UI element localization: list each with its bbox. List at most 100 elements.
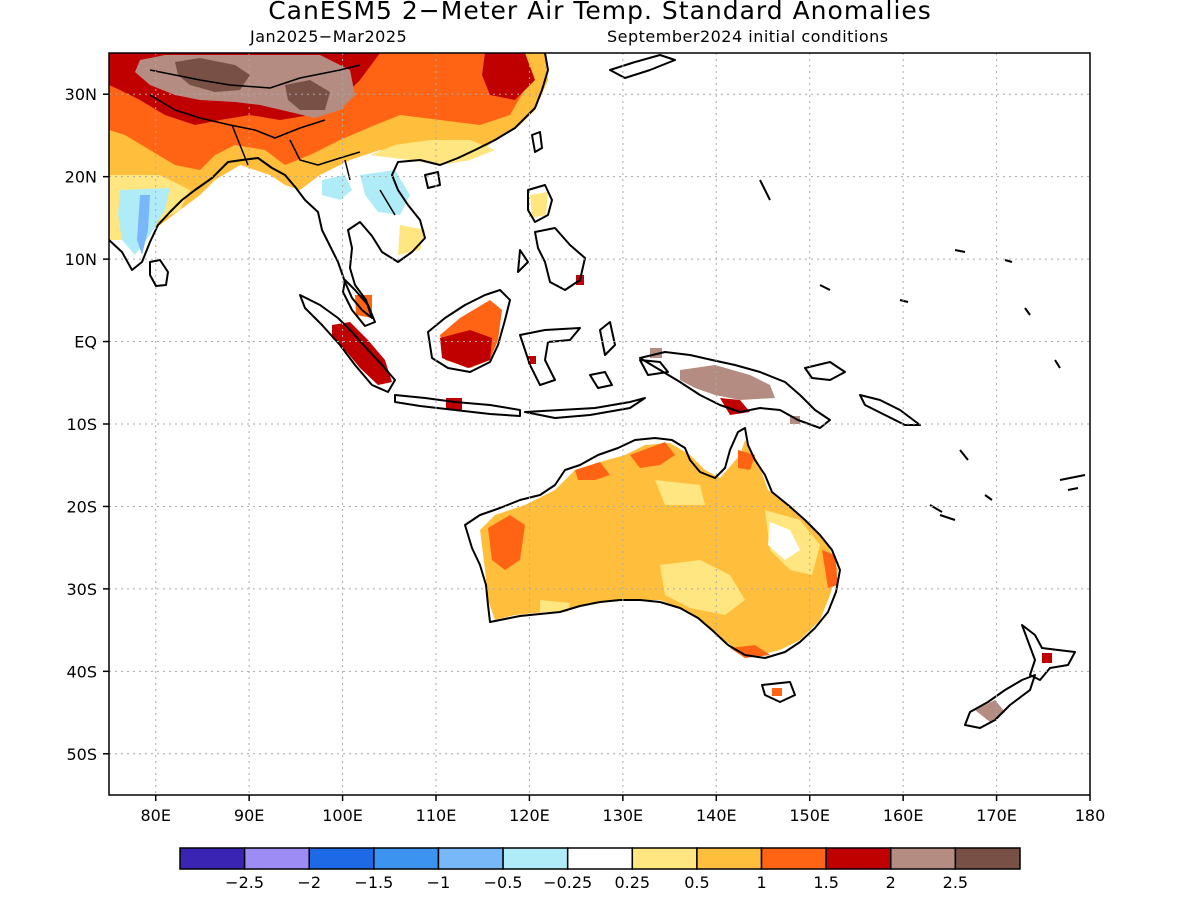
coast-hainan bbox=[424, 171, 441, 189]
lon-tick-label: 80E bbox=[140, 806, 170, 825]
coast-japan bbox=[609, 54, 676, 79]
coastlines bbox=[109, 53, 1086, 729]
coast-australia bbox=[464, 427, 841, 659]
nz-south-2-5 bbox=[975, 700, 1005, 722]
indochina-cool-2 bbox=[360, 170, 410, 215]
indochina-cool-1 bbox=[322, 175, 352, 200]
gridlines bbox=[109, 53, 1090, 795]
india-cool-2 bbox=[137, 195, 150, 255]
lon-tick-label: 110E bbox=[416, 806, 457, 825]
colorbar-swatch bbox=[760, 847, 827, 870]
colorbar-label: −0.5 bbox=[484, 873, 523, 892]
coast-taiwan bbox=[531, 131, 543, 153]
sumatra-hot bbox=[332, 322, 392, 385]
australia-east-1-5 bbox=[822, 550, 838, 588]
lat-tick-label: 40S bbox=[66, 662, 97, 681]
colorbar-swatch bbox=[696, 847, 763, 870]
coast-sulawesi bbox=[519, 327, 581, 386]
malaya-warm bbox=[355, 295, 372, 318]
coast-borneo bbox=[427, 289, 511, 373]
lat-tick-label: 50S bbox=[66, 745, 97, 764]
colorbar-label: −1.5 bbox=[354, 873, 393, 892]
lon-tick-label: 100E bbox=[322, 806, 363, 825]
australia-0-5-a bbox=[660, 560, 745, 615]
colorbar-label: −2 bbox=[297, 873, 321, 892]
indochina-warm bbox=[398, 225, 425, 255]
colorbar-swatch bbox=[437, 847, 504, 870]
tasmania-warm bbox=[772, 688, 782, 696]
lon-tick-label: 180 bbox=[1075, 806, 1106, 825]
new-guinea-2-5 bbox=[680, 365, 775, 400]
chart-title: CanESM5 2−Meter Air Temp. Standard Anoma… bbox=[268, 0, 932, 25]
colorbar-swatch bbox=[373, 847, 440, 870]
colorbar-swatch bbox=[566, 847, 634, 870]
lon-tick-label: 90E bbox=[234, 806, 264, 825]
lat-tick-label: 30S bbox=[66, 580, 97, 599]
coast-java bbox=[394, 394, 521, 417]
coast-malaya bbox=[342, 279, 376, 327]
new-guinea-east bbox=[790, 416, 800, 424]
new-guinea-west bbox=[650, 348, 662, 358]
australia-0-5-d bbox=[540, 600, 570, 612]
coast-pacific-isles bbox=[759, 179, 1086, 521]
australia-base bbox=[480, 440, 838, 655]
lon-tick-label: 160E bbox=[883, 806, 924, 825]
tibet-2-5-b bbox=[175, 58, 330, 110]
coast-bismarck bbox=[804, 361, 921, 426]
colorbar-swatch bbox=[631, 847, 698, 870]
lat-tick-label: 10N bbox=[65, 250, 97, 269]
coast-nz-south bbox=[964, 674, 1036, 729]
colorbar-swatch bbox=[308, 847, 375, 870]
philippines-warm bbox=[530, 192, 548, 218]
colorbar-swatch bbox=[179, 847, 246, 870]
lat-tick-label: 20N bbox=[65, 168, 97, 187]
lon-tick-label: 150E bbox=[789, 806, 830, 825]
colorbar-swatch bbox=[243, 847, 310, 870]
lat-tick-label: 10S bbox=[66, 415, 97, 434]
australia-north-1-5 bbox=[575, 442, 755, 480]
coast-maluku bbox=[589, 321, 669, 389]
colorbar-label: 0.5 bbox=[684, 873, 709, 892]
colorbar-swatch bbox=[890, 847, 957, 870]
australia-south-1-5 bbox=[730, 645, 770, 658]
lon-tick-label: 170E bbox=[976, 806, 1017, 825]
coast-philippines bbox=[517, 184, 586, 291]
coast-tasmania bbox=[761, 681, 796, 703]
initial-conditions: September2024 initial conditions bbox=[607, 27, 889, 46]
axes: 30N 20N 10N EQ 10S 20S 30S 40S 50S 80E 90E 100E 110E… bbox=[65, 85, 1106, 825]
colorbar-label: 0.25 bbox=[614, 873, 650, 892]
colorbar-label: −0.25 bbox=[543, 873, 592, 892]
coast-nz-north bbox=[1021, 624, 1076, 681]
colorbar-label: 1 bbox=[756, 873, 766, 892]
colorbar: −2.5 −2 −1.5 −1 −0.5 −0.25 0.25 0.5 1 1.5 2 2.5 bbox=[179, 847, 1021, 892]
australia-west-1-5 bbox=[488, 515, 525, 570]
borneo-hot bbox=[440, 330, 492, 368]
coast-sunda bbox=[524, 397, 646, 419]
anomaly-shading bbox=[109, 53, 1052, 722]
lat-tick-label: 30N bbox=[65, 85, 97, 104]
java-hot bbox=[446, 398, 462, 410]
lon-tick-label: 140E bbox=[696, 806, 737, 825]
australia-0-5-c bbox=[655, 480, 705, 505]
nz-north-hot bbox=[1042, 653, 1052, 663]
coast-sri-lanka bbox=[149, 259, 169, 287]
colorbar-swatch bbox=[825, 847, 892, 870]
coast-sumatra bbox=[299, 294, 396, 393]
colorbar-label: −2.5 bbox=[225, 873, 264, 892]
lat-tick-label: 20S bbox=[66, 497, 97, 516]
forecast-period: Jan2025−Mar2025 bbox=[250, 27, 408, 46]
colorbar-label: 2.5 bbox=[943, 873, 968, 892]
colorbar-swatch bbox=[502, 847, 569, 870]
asia-warm-0-5 bbox=[109, 140, 495, 240]
colorbar-label: 2 bbox=[886, 873, 896, 892]
lon-tick-label: 130E bbox=[603, 806, 644, 825]
colorbar-swatch bbox=[954, 847, 1021, 870]
lat-tick-label: EQ bbox=[74, 333, 97, 352]
coast-asia bbox=[109, 53, 549, 319]
colorbar-label: −1 bbox=[427, 873, 451, 892]
sulawesi-hot bbox=[528, 356, 536, 364]
lon-tick-label: 120E bbox=[509, 806, 550, 825]
australia-white bbox=[768, 522, 800, 560]
colorbar-label: 1.5 bbox=[813, 873, 838, 892]
